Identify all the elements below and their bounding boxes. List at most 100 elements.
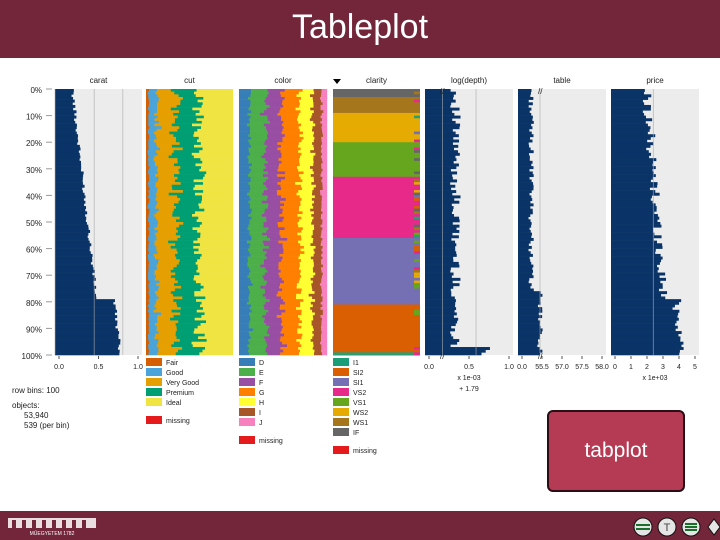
category-segment: [312, 309, 324, 313]
category-segment: [175, 277, 194, 281]
category-segment: [280, 184, 302, 188]
category-segment: [148, 139, 155, 143]
category-segment: [283, 280, 300, 284]
category-segment: [284, 89, 303, 92]
category-segment: [203, 190, 234, 194]
numeric-bar: [518, 216, 529, 220]
category-segment: [147, 206, 156, 209]
category-segment: [248, 323, 266, 327]
numeric-bar: [55, 304, 116, 308]
numeric-bar: [55, 195, 86, 199]
category-segment: [263, 222, 278, 225]
category-segment: [197, 99, 234, 103]
category-segment: [414, 131, 420, 135]
category-segment: [323, 134, 328, 138]
category-segment: [196, 89, 234, 92]
numeric-bar: [55, 131, 77, 135]
category-segment: [146, 269, 149, 273]
numeric-bar: [611, 227, 654, 231]
category-segment: [312, 232, 322, 236]
category-segment: [414, 280, 420, 284]
numeric-bar: [425, 344, 451, 348]
numeric-bar: [55, 307, 116, 311]
category-segment: [157, 200, 179, 204]
numeric-bar: [518, 179, 532, 183]
category-segment: [267, 328, 282, 332]
numeric-bar: [611, 102, 645, 106]
category-segment: [312, 229, 322, 233]
category-segment: [267, 94, 282, 98]
numeric-bar: [611, 237, 654, 241]
category-segment: [239, 299, 250, 303]
legend-label: J: [259, 420, 263, 427]
category-segment: [179, 216, 199, 220]
category-segment: [146, 261, 150, 265]
numeric-bar: [425, 280, 453, 284]
numeric-bar: [425, 163, 459, 167]
category-segment: [301, 235, 312, 239]
category-segment: [283, 251, 305, 255]
category-segment: [239, 347, 250, 350]
category-segment: [174, 283, 201, 287]
category-segment: [154, 232, 177, 236]
numeric-bar: [55, 94, 72, 98]
category-segment: [282, 136, 304, 140]
category-segment: [312, 315, 321, 319]
numeric-bar: [611, 256, 663, 260]
category-segment: [170, 89, 197, 92]
category-segment: [321, 293, 328, 297]
numeric-bar: [425, 291, 452, 295]
category-segment: [321, 280, 328, 284]
category-segment: [266, 198, 286, 202]
category-segment: [321, 94, 328, 98]
category-segment: [414, 214, 420, 217]
numeric-bar: [518, 251, 531, 255]
numeric-bar: [611, 120, 646, 124]
category-segment: [312, 325, 322, 329]
category-segment: [265, 339, 281, 342]
category-segment: [248, 134, 268, 138]
numeric-bar: [55, 216, 87, 220]
category-segment: [239, 126, 251, 130]
category-segment: [172, 211, 196, 215]
category-segment: [156, 325, 177, 329]
numeric-bar: [518, 245, 532, 249]
numeric-bar: [518, 187, 534, 191]
category-segment: [146, 211, 150, 215]
category-segment: [155, 163, 175, 167]
category-segment: [321, 203, 328, 207]
category-segment: [314, 195, 323, 199]
category-segment: [199, 110, 234, 114]
category-segment: [147, 219, 158, 223]
category-segment: [146, 267, 149, 271]
category-segment: [196, 219, 234, 223]
category-segment: [199, 243, 234, 247]
numeric-bar: [518, 267, 533, 271]
category-segment: [301, 325, 314, 329]
category-segment: [277, 112, 300, 116]
category-segment: [320, 107, 328, 111]
category-segment: [321, 317, 328, 321]
category-segment: [146, 104, 149, 108]
category-segment: [175, 232, 201, 236]
category-segment: [280, 206, 300, 209]
numeric-bar: [518, 288, 534, 292]
numeric-bar: [425, 102, 452, 106]
category-segment: [180, 198, 203, 202]
category-segment: [153, 309, 172, 313]
category-segment: [279, 214, 298, 217]
category-segment: [250, 131, 268, 135]
category-segment: [173, 134, 194, 138]
category-segment: [267, 344, 288, 348]
numeric-bar: [611, 275, 660, 279]
category-segment: [146, 304, 149, 308]
category-segment: [263, 243, 283, 247]
numeric-bar: [425, 142, 453, 146]
numeric-bar: [611, 96, 649, 100]
category-segment: [158, 120, 176, 124]
category-segment: [180, 235, 201, 239]
category-segment: [158, 96, 184, 100]
category-segment: [322, 182, 328, 186]
category-segment: [260, 285, 280, 289]
category-segment: [239, 339, 249, 342]
